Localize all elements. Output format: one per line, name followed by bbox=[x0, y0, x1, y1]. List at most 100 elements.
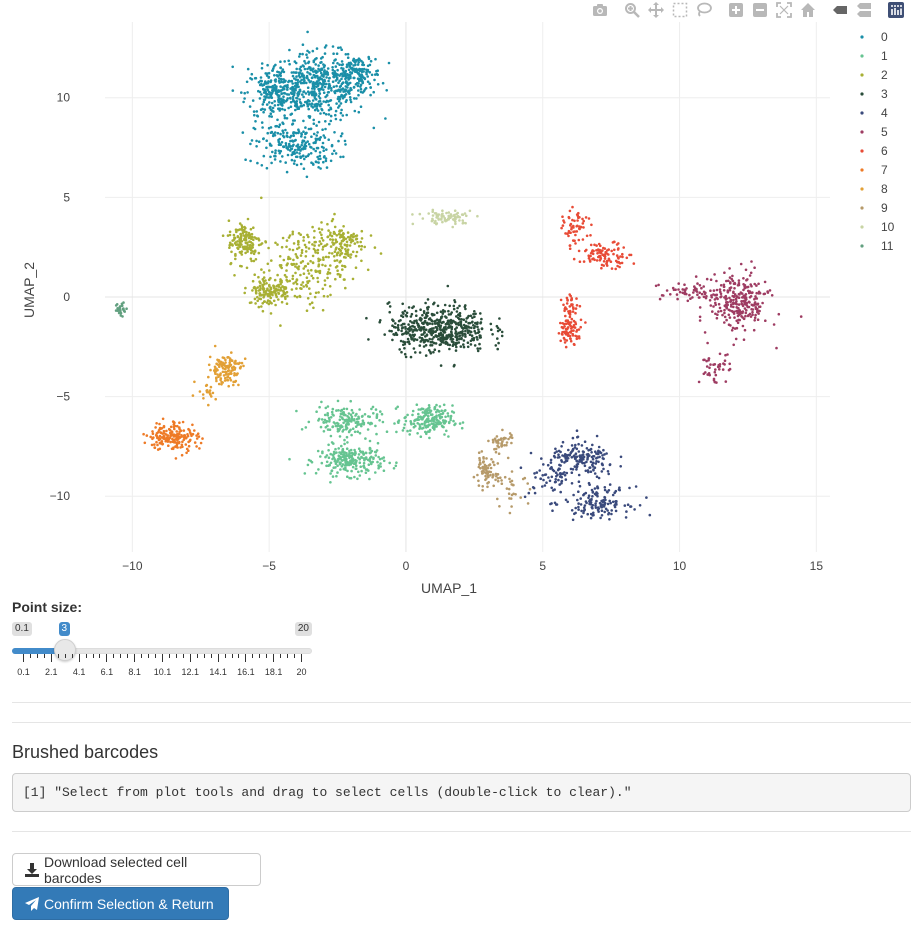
pan-icon[interactable] bbox=[644, 0, 668, 20]
zoom-in-icon[interactable] bbox=[724, 0, 748, 20]
data-point bbox=[282, 135, 286, 139]
point-size-slider[interactable]: 0.1 20 3 0.1 2.1 4.1 6.1 8.1 10.1 12.1 14.1 16.1… bbox=[12, 620, 312, 680]
hover-compare-icon[interactable] bbox=[852, 0, 876, 20]
series-cluster-6[interactable] bbox=[557, 205, 636, 349]
series-cluster-0[interactable] bbox=[231, 30, 391, 179]
data-point bbox=[360, 237, 364, 240]
data-point bbox=[335, 102, 338, 105]
box-select-icon[interactable] bbox=[668, 0, 692, 20]
data-point bbox=[285, 117, 289, 120]
data-point bbox=[249, 227, 253, 231]
data-point bbox=[307, 142, 311, 146]
plotly-logo-icon[interactable] bbox=[884, 0, 908, 20]
legend-item-2[interactable]: 2 bbox=[860, 68, 888, 82]
data-point bbox=[458, 312, 462, 316]
legend-item-6[interactable]: 6 bbox=[860, 144, 888, 158]
data-point bbox=[284, 161, 288, 164]
series-cluster-5[interactable] bbox=[654, 260, 803, 384]
slider-handle[interactable] bbox=[53, 639, 76, 661]
lasso-select-icon[interactable] bbox=[692, 0, 716, 20]
zoom-out-icon[interactable] bbox=[748, 0, 772, 20]
data-point bbox=[564, 331, 567, 334]
data-point bbox=[301, 93, 304, 96]
data-point bbox=[172, 423, 176, 426]
data-point bbox=[379, 252, 383, 255]
data-point bbox=[582, 455, 586, 459]
legend-item-4[interactable]: 4 bbox=[860, 106, 888, 120]
data-point bbox=[412, 347, 416, 350]
legend-item-1[interactable]: 1 bbox=[860, 49, 888, 63]
data-point bbox=[279, 89, 283, 92]
data-point bbox=[324, 406, 328, 410]
data-point bbox=[201, 437, 204, 440]
data-point bbox=[283, 273, 287, 277]
data-point bbox=[327, 443, 330, 447]
data-point bbox=[608, 463, 612, 466]
slider-min-badge: 0.1 bbox=[12, 622, 32, 636]
hover-closest-icon[interactable] bbox=[828, 0, 852, 20]
legend-item-11[interactable]: 11 bbox=[860, 239, 894, 253]
data-point bbox=[356, 84, 360, 88]
data-point bbox=[618, 265, 621, 269]
series-cluster-3[interactable] bbox=[365, 284, 504, 368]
data-point bbox=[303, 265, 307, 268]
series-cluster-9[interactable] bbox=[472, 428, 532, 515]
data-point bbox=[559, 490, 562, 494]
data-point bbox=[360, 248, 363, 251]
series-cluster-11[interactable] bbox=[114, 301, 128, 318]
reset-axes-icon[interactable] bbox=[796, 0, 820, 20]
data-point bbox=[239, 233, 243, 237]
camera-icon[interactable] bbox=[588, 0, 612, 20]
data-point bbox=[553, 488, 556, 491]
legend-item-9[interactable]: 9 bbox=[860, 201, 888, 215]
series-cluster-10[interactable] bbox=[411, 208, 479, 229]
data-point bbox=[728, 296, 731, 300]
series-cluster-7[interactable] bbox=[142, 417, 204, 460]
data-point bbox=[718, 368, 721, 371]
series-cluster-2[interactable] bbox=[221, 196, 383, 327]
series-cluster-4[interactable] bbox=[519, 429, 652, 522]
legend-item-0[interactable]: 0 bbox=[860, 30, 888, 44]
data-point bbox=[747, 289, 750, 293]
data-point bbox=[322, 146, 325, 150]
confirm-selection-button[interactable]: Confirm Selection & Return bbox=[12, 887, 229, 920]
data-point bbox=[306, 56, 309, 59]
legend-item-5[interactable]: 5 bbox=[860, 125, 888, 139]
zoom-icon[interactable] bbox=[620, 0, 644, 20]
data-point bbox=[338, 74, 341, 77]
data-point bbox=[579, 325, 582, 329]
data-point bbox=[332, 85, 336, 88]
download-barcodes-button[interactable]: Download selected cell barcodes bbox=[12, 853, 261, 886]
autoscale-icon[interactable] bbox=[772, 0, 796, 20]
data-point bbox=[277, 298, 280, 301]
data-point bbox=[715, 296, 718, 300]
data-point bbox=[289, 105, 293, 108]
data-point bbox=[169, 425, 173, 429]
data-point bbox=[624, 516, 628, 519]
data-point bbox=[273, 290, 277, 293]
data-point bbox=[276, 93, 280, 97]
series-cluster-1[interactable] bbox=[288, 399, 465, 484]
data-point bbox=[702, 358, 705, 362]
data-point bbox=[421, 217, 425, 220]
data-point bbox=[322, 256, 325, 259]
legend-item-10[interactable]: 10 bbox=[860, 220, 895, 234]
data-point bbox=[554, 447, 557, 451]
data-point bbox=[393, 325, 396, 329]
slider-major-tick bbox=[134, 654, 136, 662]
series-cluster-8[interactable] bbox=[191, 344, 247, 407]
data-point bbox=[496, 439, 500, 443]
data-point bbox=[595, 460, 598, 463]
legend-item-3[interactable]: 3 bbox=[860, 87, 888, 101]
data-point bbox=[334, 240, 338, 244]
legend-item-7[interactable]: 7 bbox=[860, 163, 888, 177]
data-point bbox=[382, 459, 386, 463]
data-point bbox=[324, 127, 327, 131]
legend-item-8[interactable]: 8 bbox=[860, 182, 888, 196]
data-point bbox=[244, 233, 248, 236]
data-point bbox=[165, 429, 168, 433]
data-point bbox=[345, 89, 348, 92]
data-point bbox=[258, 280, 261, 284]
data-point bbox=[303, 472, 307, 475]
